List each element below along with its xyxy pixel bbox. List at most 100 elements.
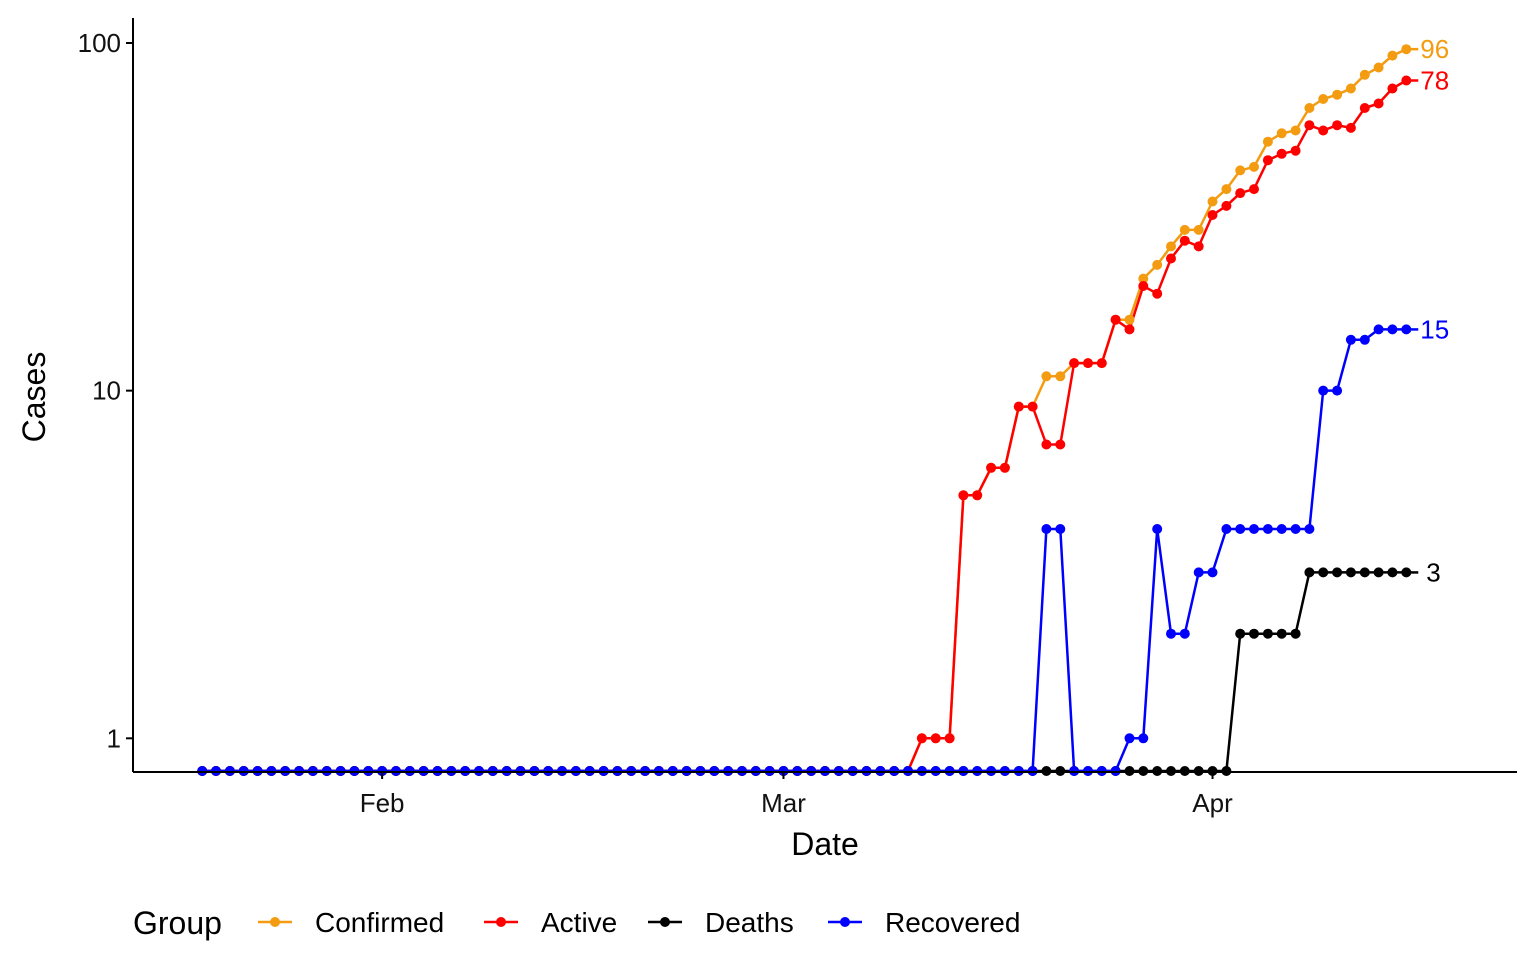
active-data-point — [1207, 210, 1218, 220]
recovered-data-point — [1041, 524, 1052, 534]
y-tick-label: 100 — [78, 28, 121, 58]
active-data-point — [1152, 288, 1163, 299]
x-tick-label: Apr — [1192, 788, 1233, 818]
x-tick-label: Feb — [360, 788, 405, 818]
recovered-data-point — [1359, 334, 1370, 345]
confirmed-data-point — [1152, 259, 1163, 270]
active-data-point — [1318, 125, 1329, 136]
recovered-data-point — [1262, 524, 1273, 534]
active-data-point — [972, 490, 983, 501]
active-data-point — [1221, 200, 1232, 211]
legend-key-point — [496, 917, 506, 927]
active-data-point — [1124, 324, 1135, 335]
active-data-point — [1304, 120, 1315, 131]
active-data-point — [944, 733, 955, 744]
legend-title: Group — [133, 905, 222, 941]
legend-key-point — [270, 917, 280, 927]
confirmed-data-point — [1318, 94, 1329, 104]
legend-item-deaths: Deaths — [648, 907, 794, 938]
deaths-data-point — [1276, 628, 1287, 639]
recovered-data-point — [1345, 334, 1356, 345]
y-tick-label: 1 — [107, 723, 121, 753]
deaths-data-point — [1235, 628, 1246, 639]
deaths-end-label: 3 — [1426, 557, 1440, 587]
confirmed-data-point — [1193, 224, 1204, 235]
legend-item-recovered: Recovered — [828, 907, 1020, 938]
active-data-point — [986, 462, 997, 473]
confirmed-data-point — [1179, 224, 1190, 235]
recovered-data-point — [1373, 324, 1384, 335]
deaths-data-point — [1332, 567, 1343, 578]
deaths-data-point — [1304, 567, 1315, 578]
active-data-point — [1345, 122, 1356, 133]
deaths-data-point — [1318, 567, 1329, 578]
confirmed-data-point — [1304, 103, 1315, 113]
recovered-data-point — [1055, 524, 1066, 534]
x-tick-label: Mar — [761, 788, 806, 818]
confirmed-data-point — [1138, 273, 1149, 284]
recovered-data-point — [1138, 733, 1149, 744]
active-data-point — [1027, 401, 1038, 412]
axis-ticks: 1 10 100 Feb Mar Apr — [78, 28, 1233, 818]
deaths-data-point — [1262, 628, 1273, 639]
recovered-data-point — [1124, 733, 1135, 744]
deaths-data-point — [1359, 567, 1370, 578]
recovered-data-point — [1179, 628, 1190, 639]
recovered-data-point — [1276, 524, 1287, 534]
active-data-point — [958, 490, 969, 501]
y-tick-label: 10 — [92, 376, 121, 406]
recovered-data-point — [1166, 628, 1176, 639]
recovered-end-label: 15 — [1420, 314, 1449, 344]
confirmed-data-point — [1290, 125, 1301, 136]
deaths-data-point — [1249, 628, 1259, 639]
confirmed-data-point — [1235, 165, 1246, 176]
confirmed-data-point — [1262, 136, 1273, 147]
active-data-point — [1138, 281, 1149, 291]
confirmed-data-point — [1055, 371, 1066, 382]
active-data-point — [1235, 188, 1246, 199]
active-data-point — [1262, 155, 1273, 166]
legend: Group Confirmed Active Deaths Recovered — [133, 905, 1020, 941]
confirmed-data-point — [1359, 69, 1370, 80]
active-data-point — [1041, 439, 1052, 450]
series-points — [197, 44, 1412, 776]
active-data-point — [1276, 148, 1287, 159]
recovered-data-point — [1332, 385, 1343, 396]
active-data-point — [1359, 103, 1370, 113]
legend-label: Recovered — [885, 907, 1020, 938]
active-data-point — [1110, 314, 1121, 325]
recovered-data-point — [1318, 385, 1329, 396]
recovered-data-point — [1235, 524, 1246, 534]
y-axis-title: Cases — [16, 352, 52, 443]
confirmed-series-line — [202, 48, 1407, 773]
active-data-point — [1290, 145, 1301, 156]
confirmed-data-point — [1124, 314, 1135, 325]
confirmed-data-point — [1276, 128, 1287, 139]
confirmed-data-point — [1345, 83, 1356, 94]
active-end-label: 78 — [1420, 66, 1449, 96]
confirmed-data-point — [1249, 161, 1259, 172]
legend-label: Active — [541, 907, 617, 938]
recovered-data-point — [1207, 567, 1218, 578]
legend-item-active: Active — [484, 907, 617, 938]
active-data-point — [1166, 253, 1176, 264]
confirmed-data-point — [1207, 196, 1218, 207]
recovered-data-point — [1221, 524, 1232, 534]
confirmed-data-point — [1387, 50, 1398, 61]
recovered-data-point — [1249, 524, 1259, 534]
confirmed-data-point — [1373, 62, 1384, 73]
active-data-point — [1249, 184, 1259, 195]
deaths-data-point — [1387, 567, 1398, 578]
confirmed-data-point — [1332, 89, 1343, 100]
deaths-data-point — [1345, 567, 1356, 578]
active-data-point — [1055, 439, 1066, 450]
recovered-data-point — [1290, 524, 1301, 534]
axes — [132, 18, 1517, 773]
legend-key-point — [840, 917, 850, 927]
active-series-line — [202, 79, 1407, 773]
legend-label: Deaths — [705, 907, 794, 938]
confirmed-data-point — [1041, 371, 1052, 382]
